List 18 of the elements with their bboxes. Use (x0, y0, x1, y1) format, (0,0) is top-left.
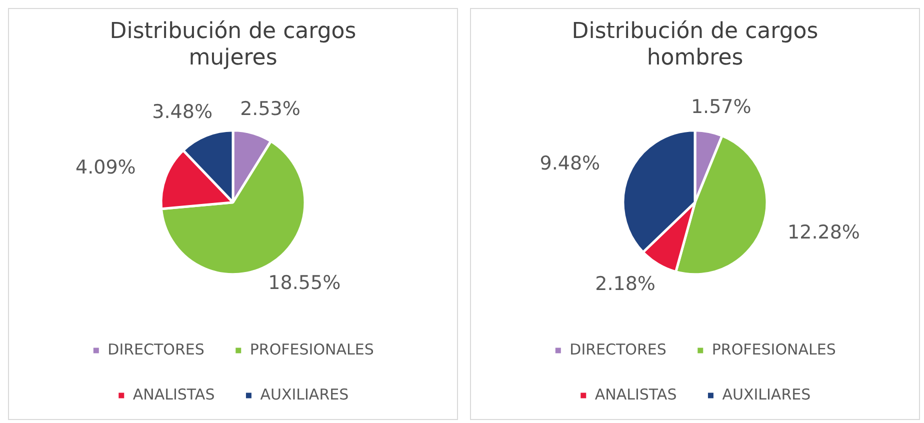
data-label: 9.48% (540, 152, 600, 175)
legend-label: AUXILIARES (260, 385, 349, 404)
data-label: 4.09% (75, 156, 136, 179)
legend-label: ANALISTAS (594, 385, 677, 404)
legend-label: PROFESIONALES (712, 340, 836, 358)
legend-label: DIRECTORES (570, 340, 666, 358)
data-label: 12.28% (788, 221, 860, 244)
legend-label: ANALISTAS (132, 385, 215, 404)
data-label: 1.57% (690, 96, 752, 118)
data-label: 2.18% (595, 272, 656, 295)
legend-label: AUXILIARES (722, 385, 811, 404)
chart-title: Distribución de cargos mujeres (110, 18, 356, 70)
data-label: 18.55% (268, 272, 341, 294)
legend-label: DIRECTORES (108, 340, 204, 358)
data-label: 2.53% (240, 98, 300, 120)
chart-title: Distribución de cargos hombres (572, 18, 818, 70)
data-label: 3.48% (152, 101, 213, 124)
legend-label: PROFESIONALES (250, 340, 374, 358)
